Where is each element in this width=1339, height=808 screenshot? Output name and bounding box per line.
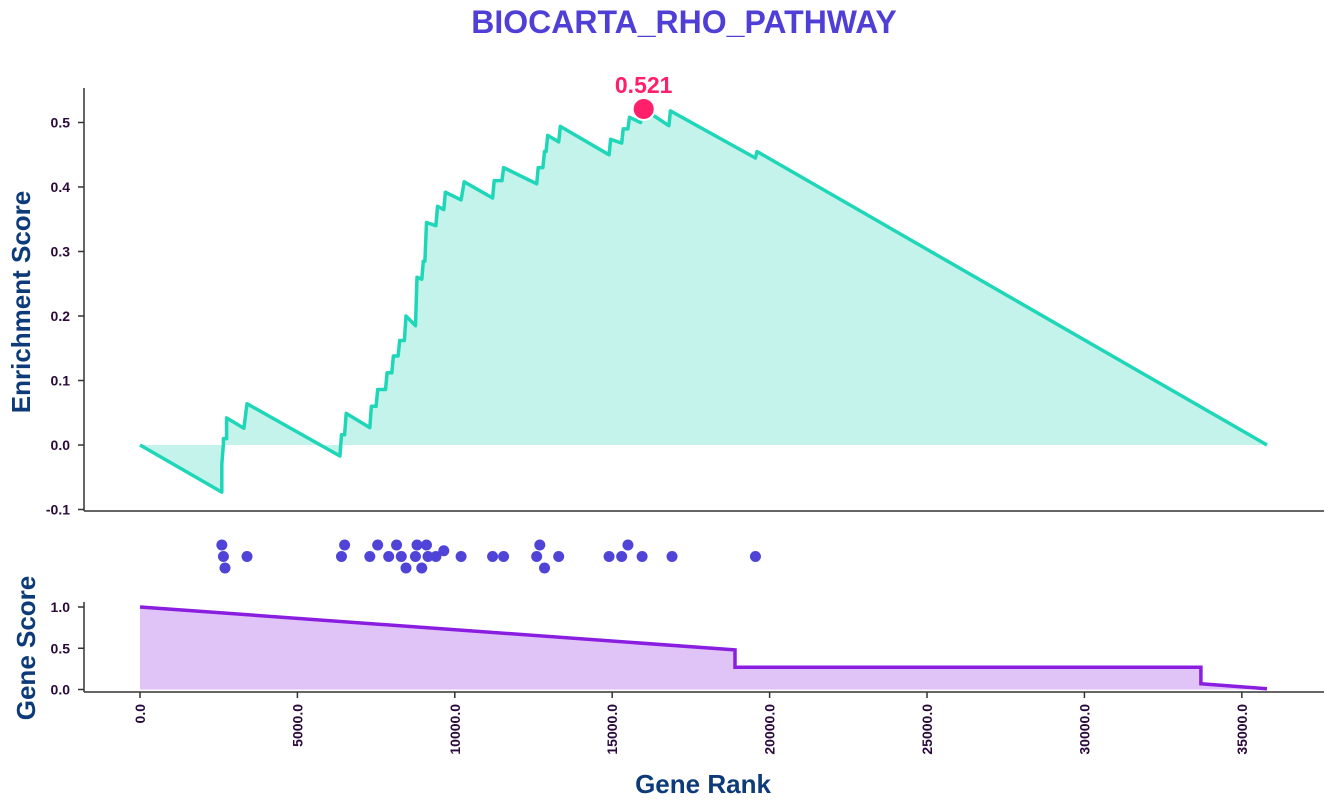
hit-dot (411, 539, 423, 551)
hit-dot (409, 551, 421, 562)
hit-dot (603, 551, 615, 562)
hit-dot (216, 539, 228, 551)
hit-dot (749, 551, 761, 562)
hit-dot (534, 539, 546, 551)
es-y-tick-label: 0.4 (51, 179, 71, 195)
hit-dot (487, 551, 499, 562)
x-tick-label: 25000.0 (919, 704, 935, 755)
hit-dot (422, 551, 434, 562)
hit-dot (372, 539, 384, 551)
hit-dot (438, 545, 450, 557)
es-area (140, 109, 1267, 493)
es-y-tick-label: 0.2 (51, 308, 71, 324)
gs-y-tick-label: 0.5 (51, 640, 71, 656)
es-y-ticks: 0.5 0.4 0.3 0.2 0.1 0.0 -0.1 (46, 115, 84, 518)
hit-dot (395, 551, 407, 562)
x-axis-title: Gene Rank (635, 769, 771, 799)
hit-dot (666, 551, 678, 562)
hit-dot (539, 562, 551, 574)
gs-y-tick-label: 0.0 (51, 682, 71, 698)
x-tick-label: 0.0 (132, 704, 148, 724)
hit-dot (383, 551, 395, 562)
gs-y-axis-title: Gene Score (11, 576, 41, 721)
es-y-tick-label: 0.1 (51, 373, 71, 389)
hit-dot (553, 551, 565, 562)
x-tick-label: 20000.0 (762, 704, 778, 755)
gs-x-ticks: 0.0 5000.0 10000.0 15000.0 20000.0 25000.0 300… (132, 692, 1250, 755)
es-y-tick-label: 0.3 (51, 244, 71, 260)
hit-dot (430, 551, 442, 562)
hit-dot (219, 562, 231, 574)
es-y-tick-label: 0.0 (51, 437, 71, 453)
x-tick-label: 30000.0 (1076, 704, 1092, 755)
es-y-tick-label: -0.1 (46, 502, 70, 518)
hit-dot (498, 551, 510, 562)
enrichment-panel: 0.5 0.4 0.3 0.2 0.1 0.0 -0.1 0.521 Enrichment … (6, 72, 1324, 518)
gene-score-line (139, 605, 1268, 691)
hit-dot (455, 551, 467, 562)
es-y-axis-title: Enrichment Score (6, 191, 36, 414)
hit-dot (616, 551, 628, 562)
gs-y-tick-label: 1.0 (51, 599, 71, 615)
hit-dot (416, 562, 428, 574)
hit-dot (400, 562, 412, 574)
es-line (139, 107, 1268, 494)
peak-label: 0.521 (615, 72, 673, 98)
hit-dot (420, 539, 432, 551)
x-tick-label: 15000.0 (604, 704, 620, 755)
x-tick-label: 5000.0 (289, 704, 305, 747)
hit-panel (216, 539, 761, 574)
x-tick-label: 10000.0 (447, 704, 463, 755)
hit-dot (339, 539, 351, 551)
hit-dot (241, 551, 253, 562)
hit-dot (391, 539, 403, 551)
hit-dot (217, 551, 229, 562)
hit-dot (622, 539, 634, 551)
gs-y-ticks: 1.0 0.5 0.0 (51, 599, 84, 698)
hit-dot (531, 551, 543, 562)
es-y-tick-label: 0.5 (51, 115, 71, 131)
hit-dot (335, 551, 347, 562)
peak-marker (631, 96, 656, 121)
hit-dot (364, 551, 376, 562)
gene-score-panel: 1.0 0.5 0.0 0.0 5000.0 10000.0 15000.0 20000.0… (11, 576, 1324, 799)
hit-dot (636, 551, 648, 562)
chart-title: BIOCARTA_RHO_PATHWAY (471, 4, 897, 40)
x-tick-label: 35000.0 (1234, 704, 1250, 755)
